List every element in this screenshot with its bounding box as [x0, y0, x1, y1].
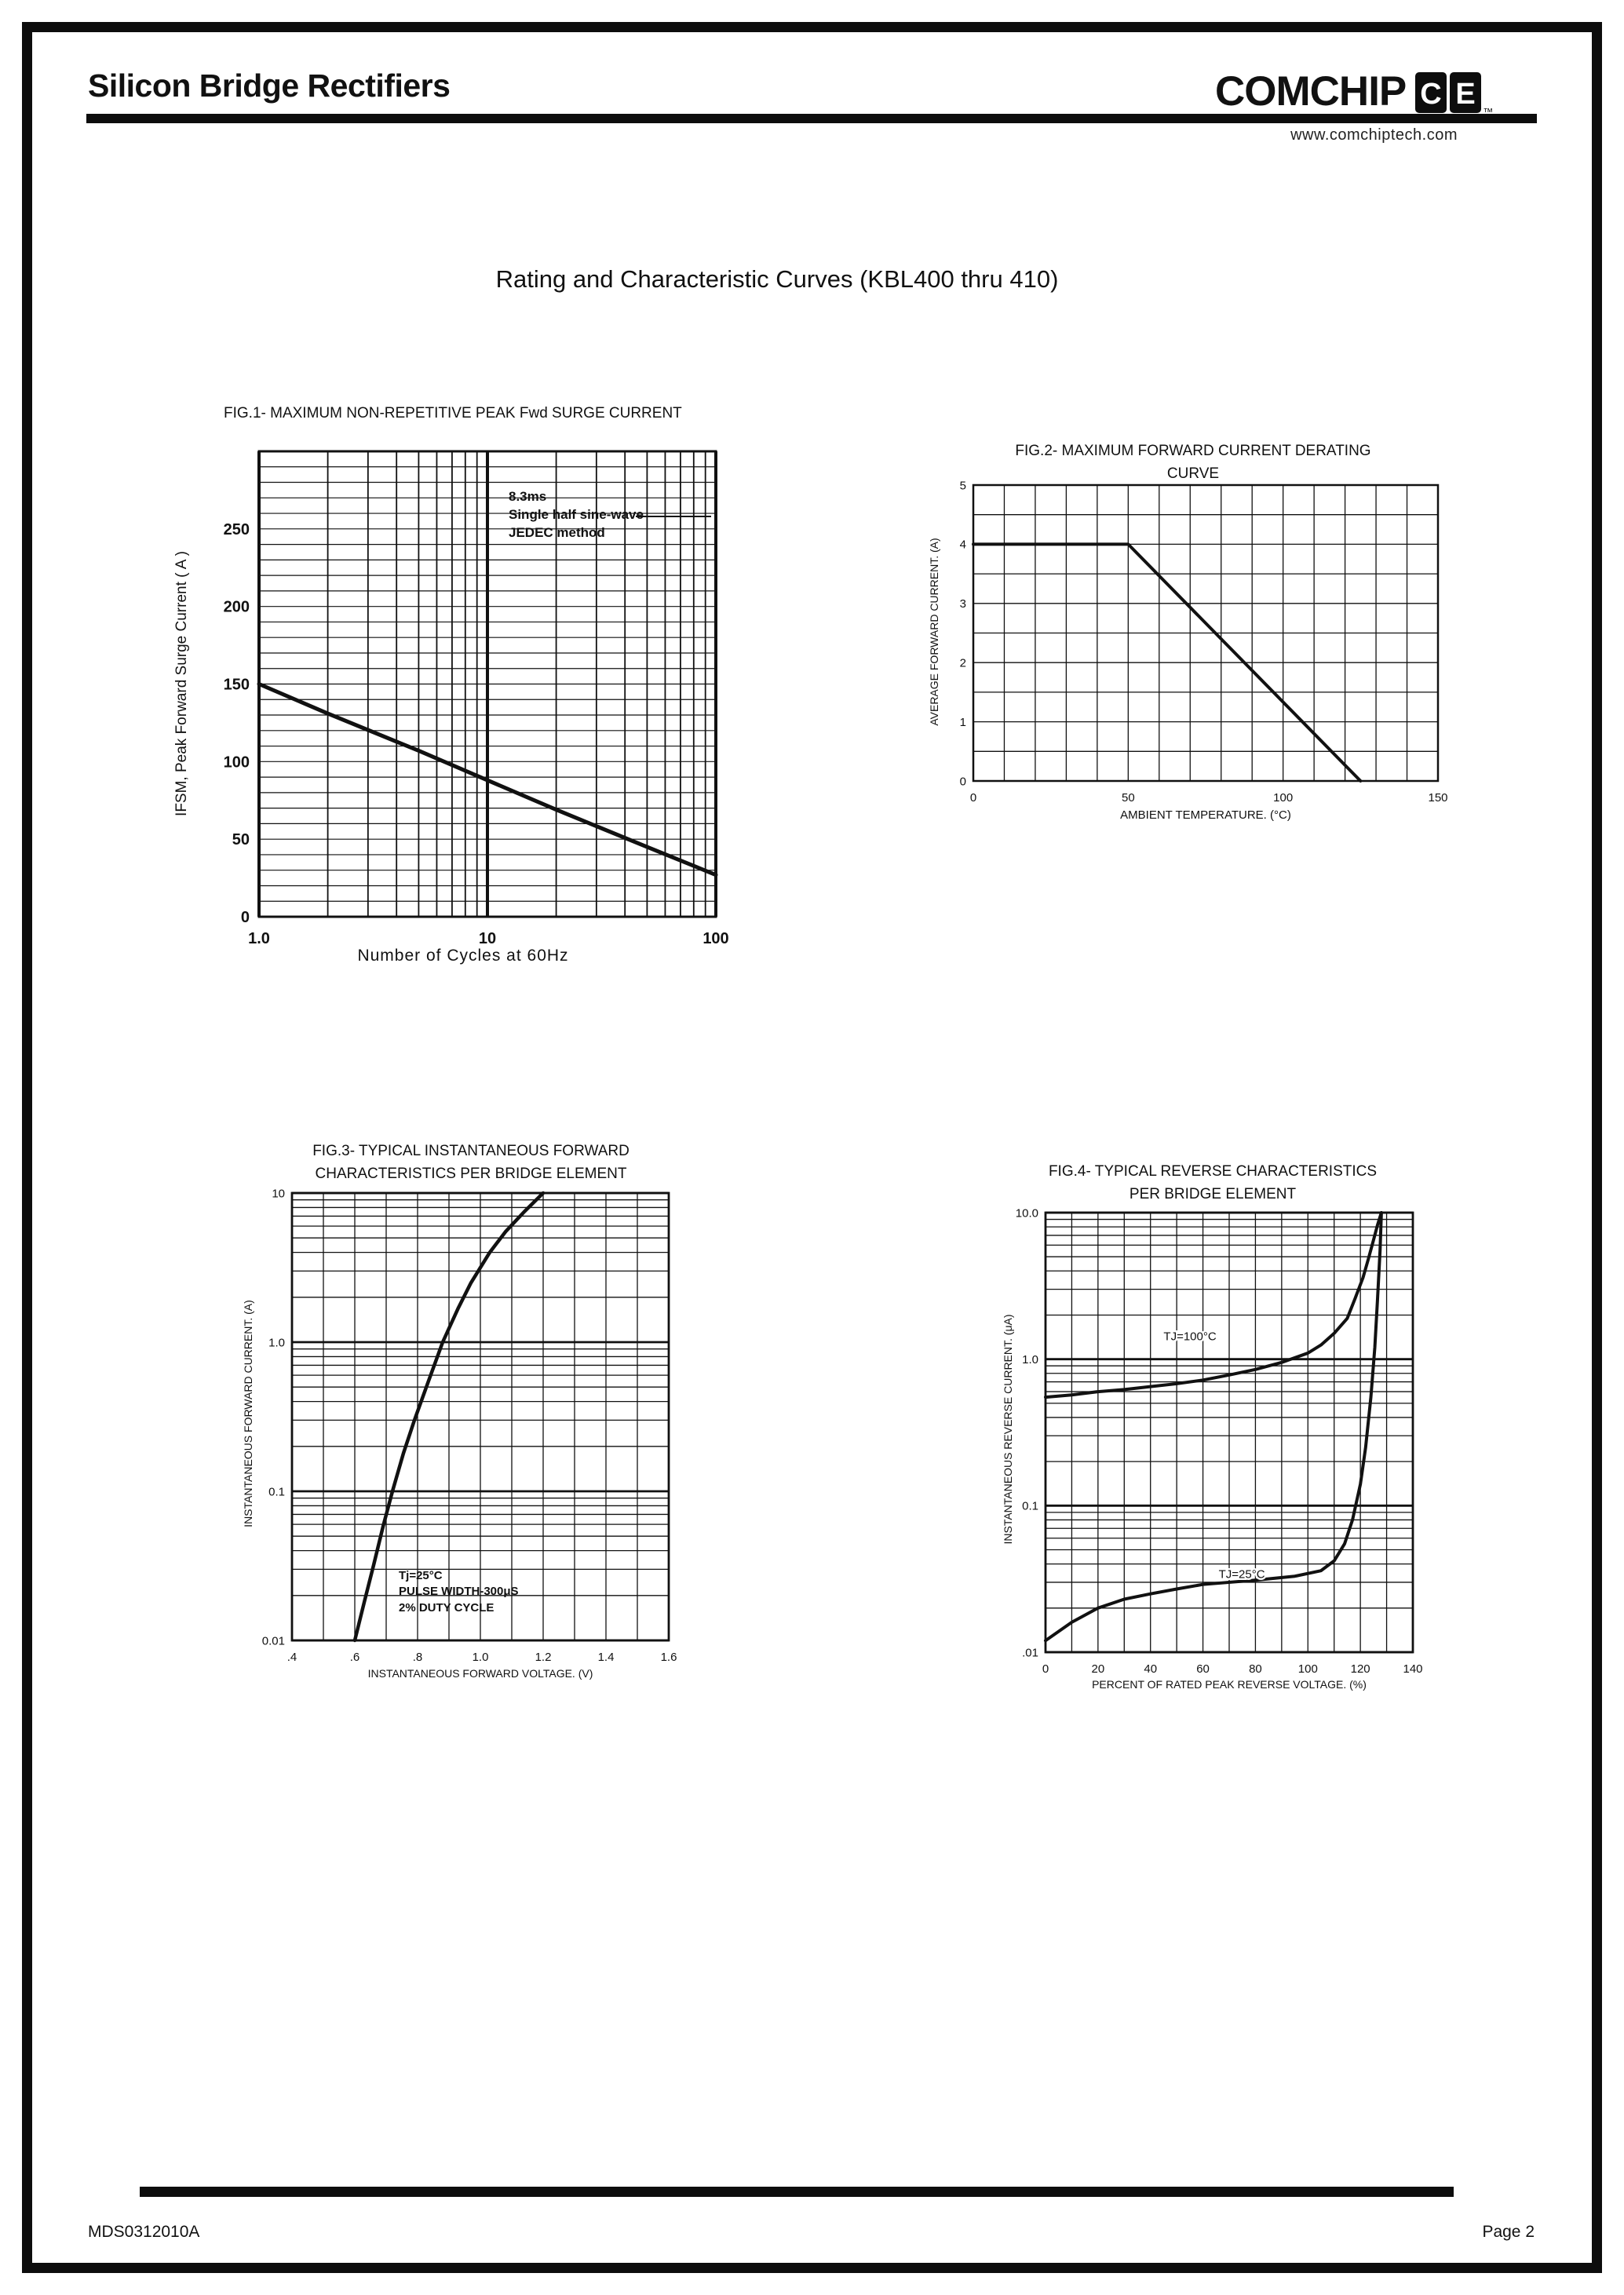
- svg-text:0.1: 0.1: [1022, 1500, 1038, 1513]
- fig3-x-axis-label: INSTANTANEOUS FORWARD VOLTAGE. (V): [367, 1667, 593, 1680]
- svg-text:5: 5: [960, 479, 966, 492]
- fig1-series-1: [257, 682, 718, 878]
- svg-text:.8: .8: [413, 1651, 423, 1664]
- fig2-series: [972, 542, 1363, 783]
- fig4-x-axis-label: PERCENT OF RATED PEAK REVERSE VOLTAGE. (…: [1092, 1678, 1367, 1691]
- svg-text:120: 120: [1351, 1662, 1370, 1676]
- fig4-title: FIG.4- TYPICAL REVERSE CHARACTERISTICS P…: [1048, 1163, 1378, 1203]
- header-rule: [86, 114, 1537, 123]
- document-number: MDS0312010A: [88, 2223, 200, 2241]
- svg-text:1.0: 1.0: [473, 1651, 489, 1664]
- svg-text:0: 0: [960, 775, 966, 788]
- svg-text:1.0: 1.0: [1022, 1353, 1038, 1366]
- svg-text:250: 250: [224, 521, 250, 538]
- fig1-y-axis-label: IFSM, Peak Forward Surge Current ( A ): [173, 551, 190, 816]
- fig4-series: TJ=100°C TJ=25°C: [1044, 1211, 1383, 1643]
- fig1-chart: 1.0 10 100 0 50 100 150 200 250: [224, 450, 729, 947]
- svg-text:100: 100: [703, 930, 728, 947]
- fig1-annotation: 8.3ms Single half sine-wave JEDEC method: [509, 489, 644, 540]
- fig4-series-label-2: TJ=25°C: [1219, 1568, 1265, 1582]
- footer-rule: [140, 2187, 1454, 2197]
- svg-text:50: 50: [232, 831, 250, 848]
- fig4-series-label-1: TJ=100°C: [1163, 1330, 1216, 1343]
- svg-text:20: 20: [1092, 1662, 1105, 1676]
- website-url: www.comchiptech.com: [1290, 126, 1458, 144]
- svg-text:1: 1: [960, 716, 966, 729]
- page-border: [22, 22, 1602, 2273]
- fig1-x-axis-label: Number of Cycles at 60Hz: [357, 947, 569, 965]
- fig4-series-2: [1044, 1211, 1383, 1643]
- fig2-grid: [973, 484, 1439, 782]
- fig4-grid: [1045, 1211, 1414, 1654]
- svg-text:100: 100: [1298, 1662, 1318, 1676]
- svg-text:60: 60: [1196, 1662, 1210, 1676]
- fig2-series-1: [972, 542, 1363, 783]
- fig1-title: FIG.1- MAXIMUM NON-REPETITIVE PEAK Fwd S…: [224, 405, 682, 421]
- page-header-title: Silicon Bridge Rectifiers: [88, 68, 451, 104]
- svg-text:100: 100: [224, 753, 250, 771]
- svg-text:80: 80: [1249, 1662, 1262, 1676]
- svg-text:10: 10: [272, 1187, 285, 1200]
- svg-text:4: 4: [960, 538, 966, 552]
- fig2-x-axis-label: AMBIENT TEMPERATURE. (°C): [1120, 808, 1291, 822]
- svg-text:.6: .6: [350, 1651, 360, 1664]
- fig3-tick-labels: .4 .6 .8 1.0 1.2 1.4 1.6 10 1.0 0.1 0.01: [262, 1187, 677, 1664]
- logo-letter-e: E: [1456, 78, 1476, 111]
- page-number: Page 2: [1482, 2223, 1535, 2241]
- fig2-tick-labels: 0 50 100 150 0 1 2 3 4 5: [960, 479, 1448, 805]
- document-title: Rating and Characteristic Curves (KBL400…: [495, 265, 1059, 293]
- brand: COMCHIP C E ™: [1215, 71, 1493, 118]
- fig1-series: [257, 682, 718, 878]
- fig2-title: FIG.2- MAXIMUM FORWARD CURRENT DERATING …: [1015, 443, 1371, 483]
- fig4-series-1: [1044, 1211, 1383, 1399]
- svg-text:200: 200: [224, 599, 250, 616]
- comchip-logo-icon: C E: [1415, 72, 1482, 113]
- fig2-chart: 0 50 100 150 0 1 2 3 4 5: [960, 479, 1448, 805]
- svg-text:3: 3: [960, 597, 966, 611]
- fig4-chart: 0 20 40 60 80 100 120 14010.01.00.1.01TJ=100°CT…: [1016, 1206, 1423, 1676]
- svg-text:1.0: 1.0: [268, 1336, 285, 1349]
- svg-text:50: 50: [1122, 791, 1135, 805]
- svg-text:.4: .4: [287, 1651, 297, 1664]
- svg-text:0: 0: [1042, 1662, 1049, 1676]
- svg-text:1.4: 1.4: [598, 1651, 615, 1664]
- svg-text:0: 0: [241, 909, 250, 926]
- fig3-chart: .4 .6 .8 1.0 1.2 1.4 1.6 10 1.0 0.1 0.01: [262, 1187, 677, 1664]
- svg-text:10: 10: [479, 930, 496, 947]
- fig3-annotation: Tj=25°C PULSE WIDTH-300μS 2% DUTY CYCLE: [399, 1569, 519, 1615]
- fig3-series-1: [352, 1191, 546, 1643]
- svg-text:100: 100: [1273, 791, 1293, 805]
- svg-text:150: 150: [224, 677, 250, 694]
- svg-text:140: 140: [1403, 1662, 1422, 1676]
- fig1-tick-labels: 1.0 10 100 0 50 100 150 200 250: [224, 521, 729, 947]
- fig3-title: FIG.3- TYPICAL INSTANTANEOUS FORWARD CHA…: [312, 1143, 630, 1183]
- svg-text:1.2: 1.2: [535, 1651, 552, 1664]
- svg-text:1.0: 1.0: [248, 930, 270, 947]
- svg-text:0: 0: [970, 791, 976, 805]
- fig3-grid: [291, 1191, 670, 1642]
- logo-letter-c: C: [1421, 78, 1442, 111]
- svg-text:0.01: 0.01: [262, 1634, 285, 1647]
- brand-name: COMCHIP: [1215, 68, 1407, 115]
- svg-text:150: 150: [1428, 791, 1447, 805]
- svg-text:1.6: 1.6: [661, 1651, 677, 1664]
- fig4-tick-labels: 0 20 40 60 80 100 120 140 10.0 1.0 0.1 .01: [1016, 1206, 1423, 1676]
- fig2-y-axis-label: AVERAGE FORWARD CURRENT. (A): [928, 538, 940, 726]
- svg-text:10.0: 10.0: [1016, 1206, 1038, 1220]
- svg-text:2: 2: [960, 656, 966, 670]
- svg-text:0.1: 0.1: [268, 1485, 285, 1498]
- svg-text:.01: .01: [1022, 1646, 1038, 1659]
- svg-text:40: 40: [1144, 1662, 1157, 1676]
- fig3-series: [352, 1191, 546, 1643]
